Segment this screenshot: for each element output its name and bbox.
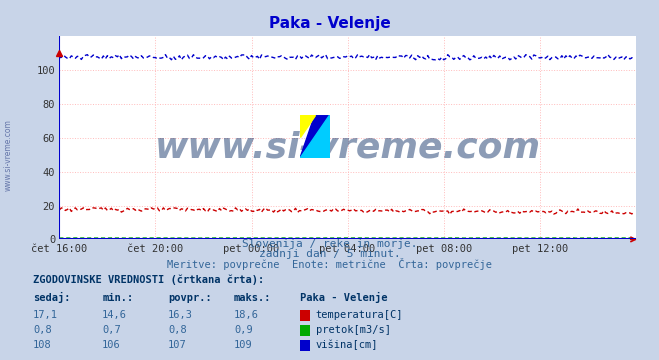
Text: višina[cm]: višina[cm]	[316, 340, 378, 350]
Text: sedaj:: sedaj:	[33, 292, 71, 303]
Text: temperatura[C]: temperatura[C]	[316, 310, 403, 320]
Text: Slovenija / reke in morje.: Slovenija / reke in morje.	[242, 239, 417, 249]
Polygon shape	[300, 115, 315, 137]
Text: 16,3: 16,3	[168, 310, 193, 320]
Text: Paka - Velenje: Paka - Velenje	[269, 16, 390, 31]
Text: 0,8: 0,8	[33, 325, 51, 335]
Text: 0,8: 0,8	[168, 325, 186, 335]
Text: Paka - Velenje: Paka - Velenje	[300, 292, 387, 303]
Text: Meritve: povprečne  Enote: metrične  Črta: povprečje: Meritve: povprečne Enote: metrične Črta:…	[167, 258, 492, 270]
Text: 14,6: 14,6	[102, 310, 127, 320]
Text: min.:: min.:	[102, 293, 133, 303]
Polygon shape	[300, 115, 330, 158]
Polygon shape	[300, 115, 330, 158]
Text: zadnji dan / 5 minut.: zadnji dan / 5 minut.	[258, 249, 401, 260]
Text: 108: 108	[33, 340, 51, 350]
Text: pretok[m3/s]: pretok[m3/s]	[316, 325, 391, 335]
Text: ZGODOVINSKE VREDNOSTI (črtkana črta):: ZGODOVINSKE VREDNOSTI (črtkana črta):	[33, 274, 264, 285]
Text: 18,6: 18,6	[234, 310, 259, 320]
Text: 17,1: 17,1	[33, 310, 58, 320]
Text: 0,7: 0,7	[102, 325, 121, 335]
Text: povpr.:: povpr.:	[168, 293, 212, 303]
Text: maks.:: maks.:	[234, 293, 272, 303]
Text: www.si-vreme.com: www.si-vreme.com	[155, 131, 540, 165]
Text: www.si-vreme.com: www.si-vreme.com	[3, 119, 13, 191]
Text: 109: 109	[234, 340, 252, 350]
Text: 107: 107	[168, 340, 186, 350]
Text: 106: 106	[102, 340, 121, 350]
Text: 0,9: 0,9	[234, 325, 252, 335]
